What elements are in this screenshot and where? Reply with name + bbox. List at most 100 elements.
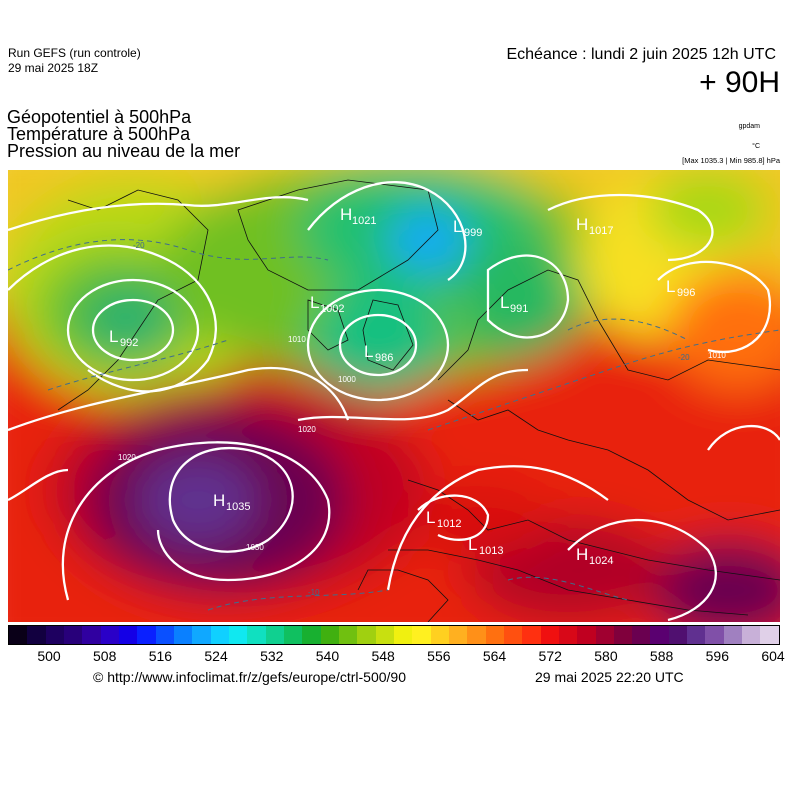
isobar-labels: 1000 1010 1020 1030 1010 1020 bbox=[118, 335, 726, 552]
colorbar bbox=[8, 625, 780, 645]
center-value: 999 bbox=[464, 227, 482, 239]
source-credit[interactable]: © http://www.infoclimat.fr/z/gefs/europe… bbox=[93, 669, 407, 685]
colorbar-swatch bbox=[210, 626, 229, 644]
colorbar-swatch bbox=[503, 626, 523, 644]
pressure-center: L 996 bbox=[666, 277, 695, 299]
isobars bbox=[8, 181, 780, 622]
colorbar-swatch bbox=[522, 626, 541, 644]
isobar-label: 1020 bbox=[118, 453, 136, 462]
center-value: 1035 bbox=[226, 501, 250, 513]
colorbar-swatch bbox=[412, 626, 431, 644]
center-type: H bbox=[576, 215, 588, 234]
field-list: Géopotentiel à 500hPa Température à 500h… bbox=[7, 107, 241, 161]
isobar-label: 1000 bbox=[338, 375, 356, 384]
pressure-center: H 1035 bbox=[213, 491, 250, 513]
colorbar-swatch bbox=[742, 626, 761, 644]
isobar-label: 1030 bbox=[246, 543, 264, 552]
pressure-center: L 1012 bbox=[426, 508, 461, 530]
center-type: L bbox=[500, 293, 509, 312]
center-type: L bbox=[426, 508, 435, 527]
pressure-center: L 992 bbox=[109, 327, 138, 349]
temperature-isotherms bbox=[8, 239, 780, 611]
colorbar-swatch bbox=[375, 626, 394, 644]
forecast-valid-time: Echéance : lundi 2 juin 2025 12h UTC bbox=[506, 46, 776, 63]
forecast-map[interactable]: H 1021 L 999 H 1017 L 1002 L 991 L 996 bbox=[8, 170, 780, 622]
colorbar-swatch bbox=[705, 626, 724, 644]
run-date: 29 mai 2025 18Z bbox=[8, 61, 99, 75]
coastlines bbox=[57, 179, 780, 622]
colorbar-swatch bbox=[613, 626, 633, 644]
colorbar-swatch bbox=[82, 626, 101, 644]
colorbar-label: 540 bbox=[315, 648, 340, 664]
colorbar-swatch bbox=[393, 626, 413, 644]
pressure-centers: H 1021 L 999 H 1017 L 1002 L 991 L 996 bbox=[109, 205, 695, 567]
center-value: 1002 bbox=[320, 303, 344, 315]
temperature-labels: -20 -20 -10 bbox=[133, 241, 690, 597]
pressure-center: H 1021 bbox=[340, 205, 376, 227]
center-type: L bbox=[453, 217, 462, 236]
pressure-center: H 1024 bbox=[576, 545, 613, 567]
pressure-center: H 1017 bbox=[576, 215, 613, 237]
colorbar-label: 588 bbox=[649, 648, 674, 664]
created-time: 29 mai 2025 22:20 UTC bbox=[535, 669, 684, 685]
colorbar-swatch bbox=[650, 626, 669, 644]
center-value: 1024 bbox=[589, 555, 613, 567]
pressure-center: L 999 bbox=[453, 217, 482, 239]
colorbar-swatch bbox=[100, 626, 119, 644]
colorbar-swatch bbox=[265, 626, 284, 644]
center-value: 1012 bbox=[437, 518, 461, 530]
pressure-center: L 1002 bbox=[310, 293, 344, 315]
field-mslp: Pression au niveau de la mer bbox=[7, 141, 241, 161]
colorbar-swatch bbox=[448, 626, 468, 644]
colorbar-swatch bbox=[192, 626, 211, 644]
colorbar-labels: 500 508 516 524 532 540 548 556 564 572 580 588 596 6… bbox=[8, 648, 784, 664]
center-value: 992 bbox=[120, 337, 138, 349]
colorbar-label: 500 bbox=[37, 648, 61, 664]
colorbar-label: 516 bbox=[148, 648, 173, 664]
center-type: H bbox=[340, 205, 352, 224]
colorbar-swatch bbox=[687, 626, 706, 644]
colorbar-swatch bbox=[173, 626, 193, 644]
field-geopotential: Géopotentiel à 500hPa bbox=[7, 107, 192, 127]
colorbar-label: 548 bbox=[371, 648, 395, 664]
temperature-label: -20 bbox=[678, 353, 690, 362]
colorbar-label: 556 bbox=[427, 648, 451, 664]
colorbar-swatch bbox=[302, 626, 321, 644]
colorbar-swatch bbox=[485, 626, 504, 644]
center-type: L bbox=[109, 327, 118, 346]
colorbar-swatch bbox=[430, 626, 449, 644]
map-canvas: H 1021 L 999 H 1017 L 1002 L 991 L 996 bbox=[8, 170, 780, 622]
center-value: 996 bbox=[677, 287, 695, 299]
colorbar-label: 564 bbox=[482, 648, 507, 664]
pressure-center: L 986 bbox=[364, 342, 393, 364]
center-type: H bbox=[213, 491, 225, 510]
temperature-label: -10 bbox=[308, 588, 320, 597]
pressure-min-max: [Max 1035.3 | Min 985.8] hPa bbox=[682, 156, 780, 165]
colorbar-swatch bbox=[632, 626, 651, 644]
pressure-center: L 991 bbox=[500, 293, 528, 315]
center-value: 1013 bbox=[479, 545, 503, 557]
colorbar-swatch bbox=[155, 626, 174, 644]
isobar-label: 1010 bbox=[288, 335, 306, 344]
center-type: L bbox=[310, 293, 319, 312]
colorbar-label: 604 bbox=[761, 648, 785, 664]
temperature-label: -20 bbox=[133, 241, 145, 250]
colorbar-swatch bbox=[27, 626, 46, 644]
colorbar-label: 572 bbox=[538, 648, 562, 664]
colorbar-swatch bbox=[595, 626, 614, 644]
lead-time: + 90H bbox=[699, 66, 780, 99]
colorbar-label: 508 bbox=[93, 648, 117, 664]
colorbar-swatch bbox=[137, 626, 156, 644]
colorbar-label: 580 bbox=[594, 648, 618, 664]
field-temperature: Température à 500hPa bbox=[7, 124, 191, 144]
colorbar-label: 532 bbox=[260, 648, 284, 664]
center-value: 991 bbox=[510, 303, 528, 315]
colorbar-swatch bbox=[723, 626, 743, 644]
colorbar-swatch bbox=[760, 626, 779, 644]
unit-temperature: °C bbox=[752, 143, 760, 150]
colorbar-swatch bbox=[357, 626, 376, 644]
pressure-center: L 1013 bbox=[468, 535, 503, 557]
isobar-label: 1010 bbox=[708, 351, 726, 360]
colorbar-label: 596 bbox=[705, 648, 729, 664]
center-value: 1021 bbox=[352, 215, 376, 227]
